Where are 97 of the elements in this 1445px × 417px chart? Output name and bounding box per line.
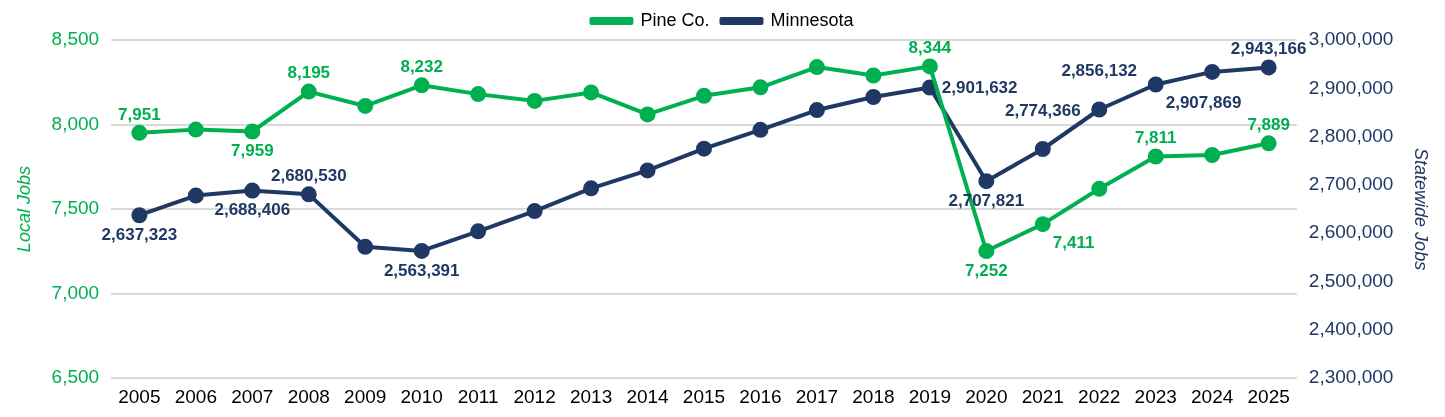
y2-tick-label: 2,900,000 (1308, 76, 1394, 98)
point (639, 106, 656, 123)
data-label: 2,901,632 (941, 78, 1018, 98)
point (470, 223, 487, 240)
x-tick-label: 2019 (908, 385, 951, 407)
data-label: 2,856,132 (1061, 61, 1138, 81)
data-label: 7,959 (231, 141, 274, 161)
point (244, 182, 261, 199)
point (865, 89, 882, 106)
point (244, 123, 261, 140)
point (131, 124, 148, 141)
point (1034, 141, 1051, 158)
x-tick-label: 2006 (174, 385, 217, 407)
y2-tick-label: 2,300,000 (1308, 366, 1394, 388)
data-label: 2,907,869 (1165, 93, 1242, 113)
point (526, 92, 543, 109)
x-tick-label: 2013 (569, 385, 613, 407)
point (526, 203, 543, 220)
legend-label: Pine Co. (640, 9, 710, 30)
x-tick-label: 2025 (1247, 385, 1290, 407)
point (413, 242, 430, 259)
point (1147, 148, 1164, 165)
x-tick-label: 2005 (118, 385, 161, 407)
x-tick-label: 2014 (626, 385, 670, 407)
x-tick-label: 2023 (1134, 385, 1177, 407)
data-label: 2,774,366 (1004, 100, 1081, 120)
point (696, 87, 713, 104)
y2-tick-label: 3,000,000 (1308, 28, 1394, 50)
y-tick-label: 8,500 (51, 28, 100, 50)
point (187, 121, 204, 138)
data-label: 8,232 (400, 57, 443, 77)
x-tick-label: 2018 (852, 385, 895, 407)
point (583, 84, 600, 101)
y2-axis-title: Statewide Jobs (1411, 148, 1432, 271)
point (357, 97, 374, 114)
data-label: 7,889 (1247, 115, 1290, 135)
x-tick-label: 2010 (400, 385, 443, 407)
x-tick-label: 2022 (1078, 385, 1121, 407)
point (300, 83, 317, 100)
x-tick-label: 2007 (231, 385, 274, 407)
point (1204, 146, 1221, 163)
point (1147, 76, 1164, 93)
y2-tick-label: 2,600,000 (1308, 221, 1394, 243)
data-label: 2,637,323 (101, 224, 178, 244)
point (413, 77, 430, 94)
point (1091, 180, 1108, 197)
point (978, 243, 995, 260)
y-tick-label: 7,500 (51, 197, 100, 219)
x-tick-label: 2020 (965, 385, 1008, 407)
data-label: 7,951 (118, 104, 161, 124)
x-tick-label: 2024 (1191, 385, 1234, 407)
x-tick-label: 2016 (739, 385, 782, 407)
point (1204, 63, 1221, 80)
x-tick-label: 2015 (682, 385, 726, 407)
point (808, 59, 825, 76)
y-tick-label: 8,000 (51, 112, 100, 134)
y2-tick-label: 2,700,000 (1308, 173, 1394, 195)
data-label: 2,688,406 (214, 200, 291, 220)
data-label: 2,680,530 (270, 166, 347, 186)
point (696, 140, 713, 157)
data-label: 7,811 (1134, 128, 1177, 148)
point (865, 67, 882, 84)
point (808, 102, 825, 119)
point (300, 186, 317, 203)
point (1091, 101, 1108, 118)
y2-tick-label: 2,800,000 (1308, 124, 1394, 146)
y-axis-title: Local Jobs (13, 166, 34, 253)
legend-label: Minnesota (770, 9, 855, 30)
point (583, 180, 600, 197)
x-tick-label: 2012 (513, 385, 556, 407)
y2-tick-label: 2,500,000 (1308, 269, 1394, 291)
x-tick-label: 2008 (287, 385, 330, 407)
point (752, 121, 769, 138)
point (921, 58, 938, 75)
y2-tick-label: 2,400,000 (1308, 318, 1394, 340)
point (131, 207, 148, 224)
point (1260, 135, 1277, 152)
y-tick-label: 7,000 (51, 281, 100, 303)
data-label: 2,943,166 (1230, 39, 1307, 59)
data-label: 8,195 (287, 63, 331, 83)
point (1260, 59, 1277, 76)
data-label: 8,344 (908, 38, 952, 58)
point (357, 238, 374, 255)
x-tick-label: 2009 (344, 385, 387, 407)
y-tick-label: 6,500 (51, 366, 100, 388)
x-tick-label: 2021 (1021, 385, 1064, 407)
x-tick-label: 2017 (795, 385, 839, 407)
point (978, 173, 995, 190)
data-label: 7,252 (965, 260, 1008, 280)
point (752, 79, 769, 96)
point (187, 187, 204, 204)
point (1034, 216, 1051, 233)
x-tick-label: 2011 (457, 385, 499, 407)
data-label: 7,411 (1052, 232, 1095, 252)
point (470, 86, 487, 103)
point (639, 162, 656, 179)
data-label: 2,563,391 (383, 260, 460, 280)
